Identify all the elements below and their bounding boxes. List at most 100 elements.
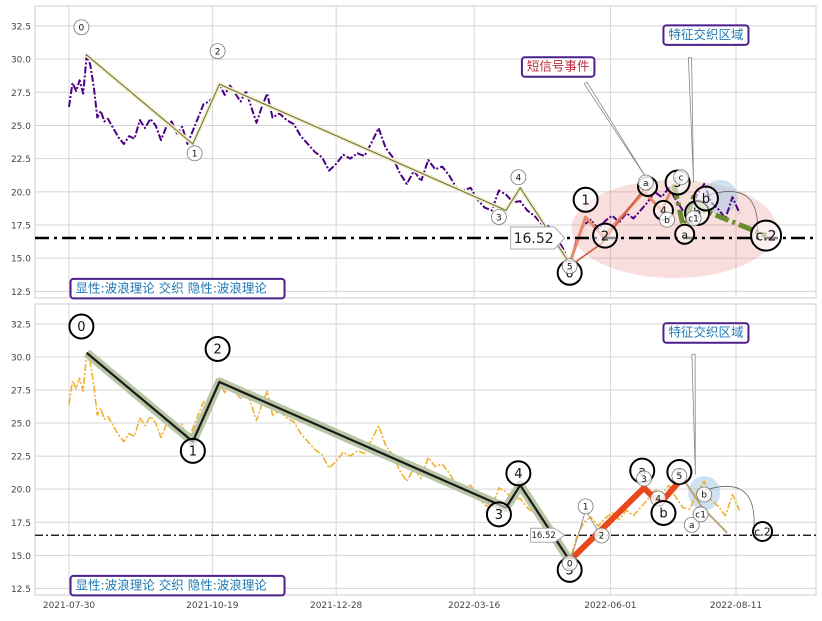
callout-pointer xyxy=(687,57,694,183)
y-tick-label: 20.0 xyxy=(11,188,31,198)
wave-label-circle xyxy=(68,313,95,340)
sub-wave-label-text: c1 xyxy=(688,215,699,225)
chart-panel-2: 12.515.017.520.022.525.027.530.032.52021… xyxy=(11,303,817,611)
sub-wave-label-circle xyxy=(692,185,719,212)
callout-text: 特征交织区域 xyxy=(668,325,743,340)
sub-wave-label-circle xyxy=(636,470,652,487)
projection-arrow xyxy=(704,485,755,532)
wave-label-text: 3 xyxy=(496,213,502,223)
sub-wave-label-text: b xyxy=(659,507,667,522)
y-tick-label: 12.5 xyxy=(11,288,31,298)
sub-wave-label-text: a xyxy=(681,228,688,241)
wave-label-circle xyxy=(510,169,527,186)
callout-box xyxy=(662,322,750,344)
sub-wave-label-circle xyxy=(637,174,654,191)
price-label-box xyxy=(530,527,566,543)
sub-wave-label-circle xyxy=(685,210,702,227)
sub-wave-label-circle xyxy=(752,521,774,543)
y-tick-label: 32.5 xyxy=(11,22,31,32)
wave-label-circle xyxy=(204,335,231,362)
chart-panel-1: 12.5 15.0 17.5 20.0 22.5 25.0 27.5 30.0 32.5 16.5… xyxy=(11,5,817,300)
sub-wave-label-text: 4 xyxy=(660,204,667,217)
sub-wave-label-circle xyxy=(650,499,677,526)
plot-area xyxy=(34,303,817,596)
y-tick-label: 27.5 xyxy=(11,89,31,99)
callout-text: 显性:波浪理论 交织 隐性:波浪理论 xyxy=(76,577,268,592)
sub-wave-label-circle xyxy=(750,219,783,252)
wave-label-text: 0 xyxy=(79,23,85,33)
sub-wave-label-text: c xyxy=(679,173,684,183)
sub-wave-label-circle xyxy=(692,506,709,523)
sub-wave-label-circle xyxy=(674,223,696,245)
sub-wave-label-text: 3 xyxy=(641,475,647,485)
y-tick-label: 25.0 xyxy=(11,420,31,430)
sub-wave-label-circle xyxy=(696,486,713,503)
callout-box xyxy=(69,277,286,300)
price-label-box xyxy=(510,226,566,250)
wave-label-circle xyxy=(505,460,532,487)
callout-text: 显性:波浪理论 交织 隐性:波浪理论 xyxy=(76,280,268,295)
y-tick-label: 32.5 xyxy=(11,320,31,330)
sub-wave-label-circle xyxy=(561,555,578,572)
x-tick-label: 2021-07-30 xyxy=(43,601,96,611)
sub-wave-label-text: 2 xyxy=(601,229,609,244)
sub-wave-label-circle xyxy=(673,169,690,186)
y-tick-label: 22.5 xyxy=(11,155,31,165)
wave-label-text: 2 xyxy=(215,47,221,57)
sub-wave-label-text: a xyxy=(689,521,695,531)
plot-content xyxy=(35,349,816,564)
y-tick-label: 15.0 xyxy=(11,552,31,562)
sub-wave-label-text: b xyxy=(702,192,710,207)
y-tick-label: 12.5 xyxy=(11,585,31,595)
wave-label-text: 2 xyxy=(213,343,221,358)
wave-label-text: 0 xyxy=(77,320,85,335)
y-tick-label: 20.0 xyxy=(11,486,31,496)
x-tick-label: 2021-10-19 xyxy=(186,601,239,611)
wave-line xyxy=(86,54,571,264)
wave-label-circle xyxy=(179,437,206,464)
y-tick-label: 27.5 xyxy=(11,386,31,396)
sub-wave-label-circle xyxy=(592,222,619,249)
x-tick-label: 2022-08-11 xyxy=(710,601,762,611)
sub-wave-label-text: c.2 xyxy=(754,525,771,538)
plot-area xyxy=(34,5,817,299)
wave-label-circle xyxy=(186,145,203,162)
price-series-line xyxy=(68,54,741,265)
callout-box xyxy=(662,24,750,46)
sub-wave-label-text: a xyxy=(643,179,649,189)
sub-wave-label-text: 2 xyxy=(599,532,605,542)
wave-label-text: 1 xyxy=(189,445,197,460)
sub-wave-label-circle xyxy=(593,527,610,544)
y-tick-label: 15.0 xyxy=(11,255,31,265)
sub-wave-label-text: 5 xyxy=(677,472,683,482)
price-label-text: 16.52 xyxy=(531,531,555,541)
sub-wave-label-circle xyxy=(683,516,700,533)
wave-line xyxy=(85,352,571,562)
wave-label-circle xyxy=(73,19,90,36)
x-tick-label: 2022-03-16 xyxy=(448,601,501,611)
y-tick-label: 17.5 xyxy=(11,222,31,232)
wave-label-circle xyxy=(491,209,507,225)
price-series-line xyxy=(68,352,741,562)
y-tick-label: 30.0 xyxy=(11,56,31,66)
y-tick-label: 30.0 xyxy=(11,353,31,363)
x-tick-label: 2021-12-28 xyxy=(310,601,363,611)
sub-wave-label-text: 0 xyxy=(567,559,573,569)
callout-pointer xyxy=(583,81,648,181)
x-tick-label: 2022-06-01 xyxy=(584,601,636,611)
callout-text: 短信号事件 xyxy=(527,59,590,74)
wave-label-circle xyxy=(209,43,226,60)
sub-wave-label-text: b xyxy=(701,491,707,501)
sub-wave-label-circle xyxy=(561,258,578,275)
wave-label-text: 1 xyxy=(192,150,198,160)
wave-label-text: 4 xyxy=(516,173,522,183)
y-tick-label: 25.0 xyxy=(11,122,31,132)
sub-wave-label-text: 5 xyxy=(567,262,573,272)
sub-wave-label-text: 1 xyxy=(581,193,589,208)
callout-box xyxy=(69,574,286,597)
sub-wave-label-circle xyxy=(671,468,688,484)
callout-box xyxy=(520,56,596,78)
wave-label-circle xyxy=(485,501,512,528)
